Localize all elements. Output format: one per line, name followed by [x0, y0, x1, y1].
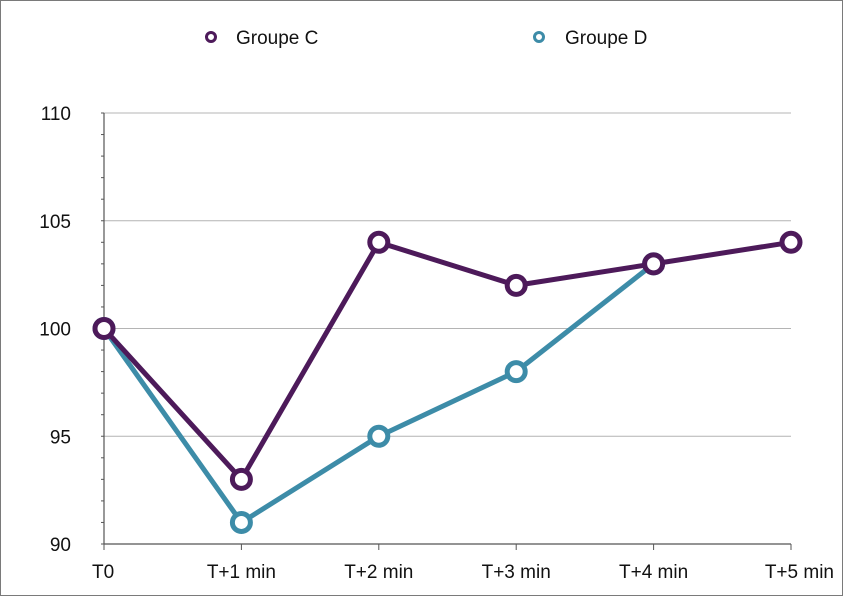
y-tick-label: 95 — [50, 427, 71, 448]
data-point — [229, 510, 253, 534]
legend-marker — [205, 31, 217, 43]
y-axis-ticks: 90 95 100 105 110 — [39, 104, 71, 556]
legend-label: Groupe D — [565, 28, 647, 49]
x-axis-ticks: T0 T+1 min T+2 min T+3 min T+4 min T+5 min — [92, 562, 834, 583]
legend-marker — [533, 31, 545, 43]
axes — [101, 112, 792, 550]
data-point — [642, 252, 666, 276]
data-point — [779, 230, 803, 254]
data-point — [504, 360, 528, 384]
x-tick-label: T+5 min — [765, 562, 834, 583]
x-tick-label: T+1 min — [207, 562, 276, 583]
data-point — [92, 317, 116, 340]
legend-label: Groupe C — [236, 28, 318, 49]
x-tick-label: T+3 min — [482, 562, 551, 583]
data-point — [229, 467, 253, 491]
data-point — [504, 273, 528, 297]
x-tick-label: T+2 min — [344, 562, 413, 583]
legend: Groupe C Groupe D — [205, 28, 647, 49]
x-tick-label: T0 — [92, 562, 114, 583]
y-tick-label: 110 — [41, 104, 71, 125]
series-line-groupe-d — [101, 261, 656, 525]
y-tick-label: 100 — [39, 320, 71, 341]
x-tick-label: T+4 min — [619, 562, 688, 583]
data-point — [367, 424, 391, 448]
y-tick-label: 105 — [39, 212, 71, 233]
series-group — [92, 230, 803, 534]
series-line-groupe-c — [102, 239, 792, 482]
data-point — [367, 230, 391, 254]
gridlines — [104, 112, 791, 437]
y-tick-label: 90 — [50, 535, 71, 556]
